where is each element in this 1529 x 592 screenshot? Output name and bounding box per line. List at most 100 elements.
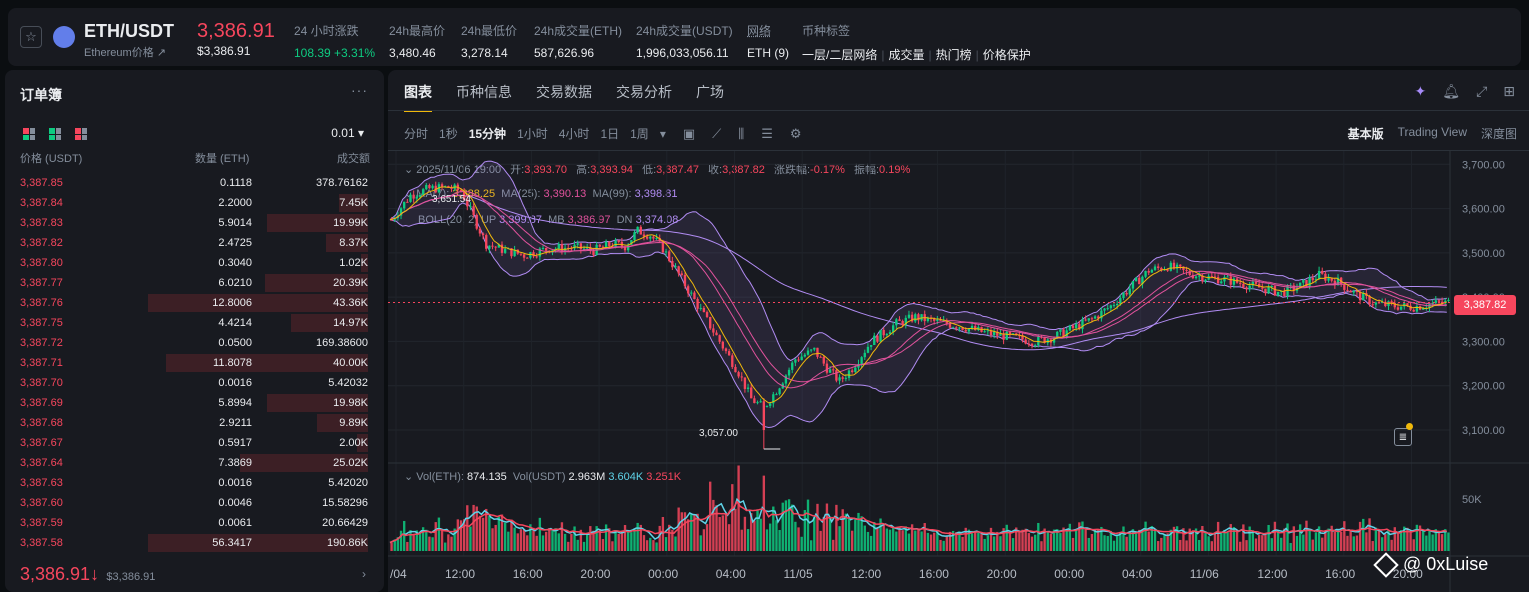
ask-price: 3,387.75 bbox=[20, 317, 63, 329]
mode-both-icon[interactable] bbox=[23, 128, 35, 140]
view-basic[interactable]: 基本版 bbox=[1347, 127, 1384, 141]
volume-bar bbox=[690, 513, 693, 551]
more-options-icon[interactable]: ··· bbox=[351, 82, 368, 98]
view-tradingview[interactable]: Trading View bbox=[1397, 125, 1467, 139]
favorite-star-icon[interactable]: ☆ bbox=[20, 26, 42, 48]
tab-trading-data[interactable]: 交易数据 bbox=[536, 84, 592, 100]
view-depth[interactable]: 深度图 bbox=[1480, 127, 1517, 141]
candlestick-chart[interactable]: 3,700.003,600.003,500.003,400.003,300.00… bbox=[388, 151, 1529, 592]
ask-row[interactable]: 3,387.69 5.8994 19.98K bbox=[5, 393, 384, 413]
tf-15m[interactable]: 15分钟 bbox=[468, 127, 507, 141]
ask-qty: 2.4725 bbox=[218, 237, 252, 249]
ask-price: 3,387.67 bbox=[20, 437, 63, 449]
candle-body bbox=[1336, 277, 1340, 286]
chart-settings-icon[interactable]: ☰ bbox=[761, 125, 773, 141]
ask-row[interactable]: 3,387.58 56.3417 190.86K bbox=[5, 533, 384, 553]
tab-chart[interactable]: 图表 bbox=[404, 82, 432, 112]
candle-type-icon[interactable]: ⫼ bbox=[738, 125, 745, 141]
volume-bar bbox=[1157, 541, 1160, 551]
volume-bar bbox=[1380, 537, 1384, 551]
ask-row[interactable]: 3,387.82 2.4725 8.37K bbox=[5, 233, 384, 253]
volume-bar bbox=[585, 533, 589, 551]
collapse-chevron-icon[interactable]: ⌄ bbox=[404, 471, 414, 483]
tag-layer-network[interactable]: 一层/二层网络 bbox=[802, 48, 878, 62]
candle-body bbox=[1276, 291, 1280, 296]
candle-body bbox=[888, 332, 892, 335]
candle-body bbox=[835, 370, 838, 381]
expand-icon[interactable]: ⤢ bbox=[1476, 83, 1488, 99]
ask-row[interactable]: 3,387.75 4.4214 14.97K bbox=[5, 313, 384, 333]
header-last-price: 3,386.91 bbox=[197, 20, 275, 42]
volume-bar bbox=[1257, 534, 1261, 551]
volume-bar bbox=[929, 534, 933, 551]
stat-network[interactable]: 网络 ETH (9) bbox=[747, 22, 789, 60]
vol-usdt-value: 2.963M bbox=[568, 471, 606, 483]
coin-info-link[interactable]: Ethereum价格 ↗ bbox=[84, 47, 166, 59]
volume-bar bbox=[554, 528, 557, 551]
ask-row[interactable]: 3,387.85 0.1118 378.76162 bbox=[5, 173, 384, 193]
tf-1h[interactable]: 1小时 bbox=[517, 127, 548, 141]
mode-asks-icon[interactable] bbox=[75, 128, 87, 140]
ask-qty: 0.0046 bbox=[218, 497, 252, 509]
ask-row[interactable]: 3,387.72 0.0500 169.38600 bbox=[5, 333, 384, 353]
candle-body bbox=[1406, 303, 1409, 306]
candle-body bbox=[1226, 276, 1229, 278]
ask-row[interactable]: 3,387.60 0.0046 15.58296 bbox=[5, 493, 384, 513]
ask-row[interactable]: 3,387.76 12.8006 43.36K bbox=[5, 293, 384, 313]
mode-bids-icon[interactable] bbox=[49, 128, 61, 140]
chevron-right-icon[interactable]: › bbox=[362, 567, 366, 581]
ask-row[interactable]: 3,387.77 6.0210 20.39K bbox=[5, 273, 384, 293]
ask-rows: 3,387.85 0.1118 378.76162 3,387.84 2.2000 7.4… bbox=[5, 173, 384, 553]
ask-price: 3,387.83 bbox=[20, 217, 63, 229]
ma25-value: 3,390.13 bbox=[543, 188, 587, 200]
ask-row[interactable]: 3,387.70 0.0016 5.42032 bbox=[5, 373, 384, 393]
volume-bar bbox=[832, 539, 835, 551]
ask-row[interactable]: 3,387.83 5.9014 19.99K bbox=[5, 213, 384, 233]
volume-bar bbox=[1175, 526, 1179, 551]
volume-bar bbox=[1305, 520, 1308, 551]
volume-bar bbox=[895, 531, 898, 551]
ask-row[interactable]: 3,387.67 0.5917 2.00K bbox=[5, 433, 384, 453]
candle-body bbox=[797, 359, 800, 361]
ask-price: 3,387.72 bbox=[20, 337, 63, 349]
tag-price-protection[interactable]: 价格保护 bbox=[982, 48, 1031, 62]
candle-body bbox=[1175, 264, 1179, 269]
tf-more-icon[interactable]: ▾ bbox=[659, 126, 666, 141]
bell-icon[interactable]: 🔔︎ bbox=[1442, 83, 1461, 99]
gear-icon[interactable]: ⚙ bbox=[789, 125, 802, 141]
volume-bar bbox=[1216, 521, 1220, 551]
ask-row[interactable]: 3,387.64 7.3869 25.02K bbox=[5, 453, 384, 473]
tab-square[interactable]: 广场 bbox=[696, 84, 724, 100]
tab-trading-analysis[interactable]: 交易分析 bbox=[616, 84, 672, 100]
candle-body bbox=[933, 318, 936, 321]
ask-row[interactable]: 3,387.80 0.3040 1.02K bbox=[5, 253, 384, 273]
ask-row[interactable]: 3,387.71 11.8078 40.00K bbox=[5, 353, 384, 373]
indicator-icon[interactable]: ⟋ bbox=[712, 125, 722, 141]
tf-4h[interactable]: 4小时 bbox=[558, 127, 590, 141]
volume-bar bbox=[1018, 530, 1021, 551]
tick-size-select[interactable]: 0.01 ▾ bbox=[331, 126, 364, 140]
ask-row[interactable]: 3,387.84 2.2000 7.45K bbox=[5, 193, 384, 213]
ai-sparkle-icon[interactable]: ✦ bbox=[1414, 83, 1427, 99]
tf-1d[interactable]: 1日 bbox=[600, 127, 620, 141]
tag-hot-list[interactable]: 热门榜 bbox=[935, 48, 972, 62]
tf-1s[interactable]: 1秒 bbox=[439, 127, 458, 141]
tf-1w[interactable]: 1周 bbox=[630, 127, 649, 141]
candle-body bbox=[1018, 335, 1021, 337]
order-book-last-price[interactable]: 3,386.91↓ $3,386.91 › bbox=[20, 564, 370, 585]
pair-name[interactable]: ETH/USDT bbox=[84, 21, 174, 41]
tab-coin-info[interactable]: 币种信息 bbox=[456, 84, 512, 100]
collapse-chevron-icon[interactable]: ⌄ bbox=[404, 188, 413, 200]
ask-price: 3,387.85 bbox=[20, 177, 63, 189]
tf-line[interactable]: 分时 bbox=[404, 127, 429, 141]
volume-bar bbox=[1100, 526, 1103, 551]
calendar-icon[interactable]: ▣ bbox=[682, 125, 696, 141]
candle-body bbox=[519, 253, 523, 255]
ask-row[interactable]: 3,387.68 2.9211 9.89K bbox=[5, 413, 384, 433]
ask-row[interactable]: 3,387.63 0.0016 5.42020 bbox=[5, 473, 384, 493]
news-icon[interactable]: ≣ bbox=[1394, 428, 1412, 446]
tag-volume[interactable]: 成交量 bbox=[888, 48, 925, 62]
collapse-chevron-icon[interactable]: ⌄ bbox=[404, 164, 414, 176]
layout-grid-icon[interactable]: ⊞ bbox=[1503, 83, 1515, 99]
ask-row[interactable]: 3,387.59 0.0061 20.66429 bbox=[5, 513, 384, 533]
